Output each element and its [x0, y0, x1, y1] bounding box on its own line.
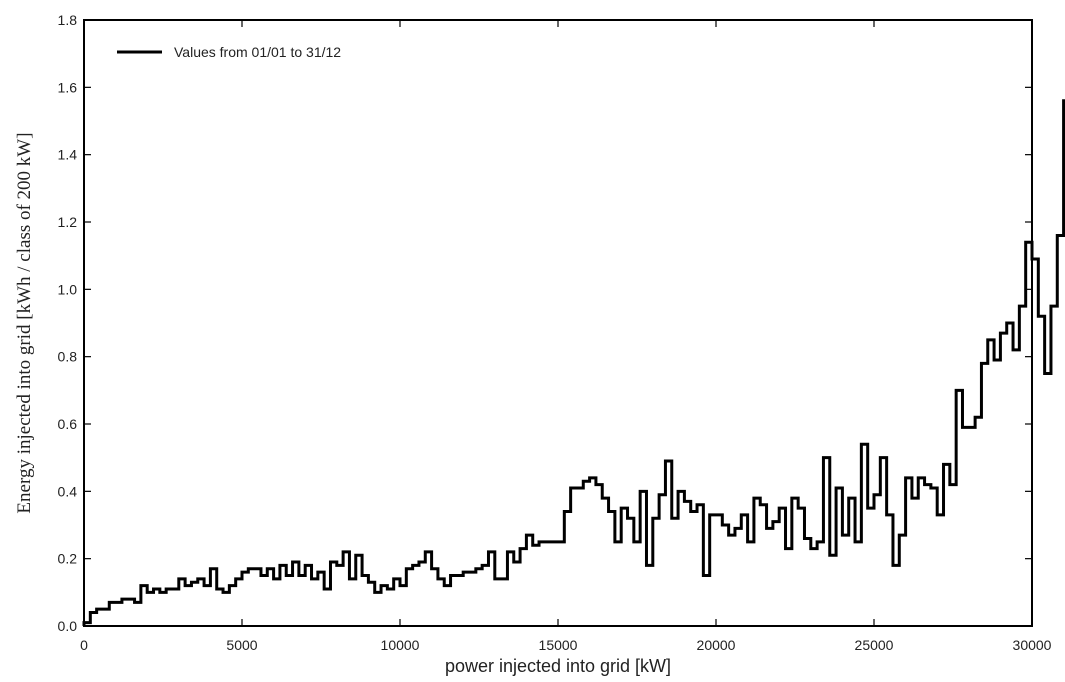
y-tick-label: 1.8 — [58, 12, 78, 28]
x-tick-label: 25000 — [855, 637, 894, 653]
x-tick-label: 0 — [80, 637, 88, 653]
x-tick-label: 10000 — [381, 637, 420, 653]
y-tick-label: 1.0 — [58, 281, 78, 297]
series-group — [82, 99, 1065, 626]
x-tick-label: 15000 — [539, 637, 578, 653]
y-tick-label: 1.2 — [58, 214, 78, 230]
x-axis-ticks: 0 5000 10000 15000 20000 25000 30000 — [80, 20, 1052, 653]
y-tick-label: 1.6 — [58, 79, 78, 95]
y-tick-label: 1.4 — [58, 147, 78, 163]
x-tick-label: 30000 — [1013, 637, 1052, 653]
x-tick-label: 5000 — [226, 637, 257, 653]
y-tick-label: 0.8 — [58, 349, 78, 365]
legend-label: Values from 01/01 to 31/12 — [174, 44, 341, 60]
y-tick-label: 0.2 — [58, 551, 78, 567]
legend: Values from 01/01 to 31/12 — [117, 44, 341, 60]
y-axis-ticks: 0.0 0.2 0.4 0.6 0.8 1.0 1.2 1.4 1.6 1.8 — [58, 12, 1032, 634]
y-tick-label: 0.6 — [58, 416, 78, 432]
y-tick-label: 0.4 — [58, 483, 78, 499]
x-tick-label: 20000 — [697, 637, 736, 653]
x-axis-label: power injected into grid [kW] — [445, 656, 671, 676]
y-axis-label: Energy injected into grid [kWh / class o… — [14, 132, 35, 513]
y-tick-label: 0.0 — [58, 618, 78, 634]
series-step-line — [82, 99, 1065, 626]
plot-frame — [83, 19, 1033, 627]
